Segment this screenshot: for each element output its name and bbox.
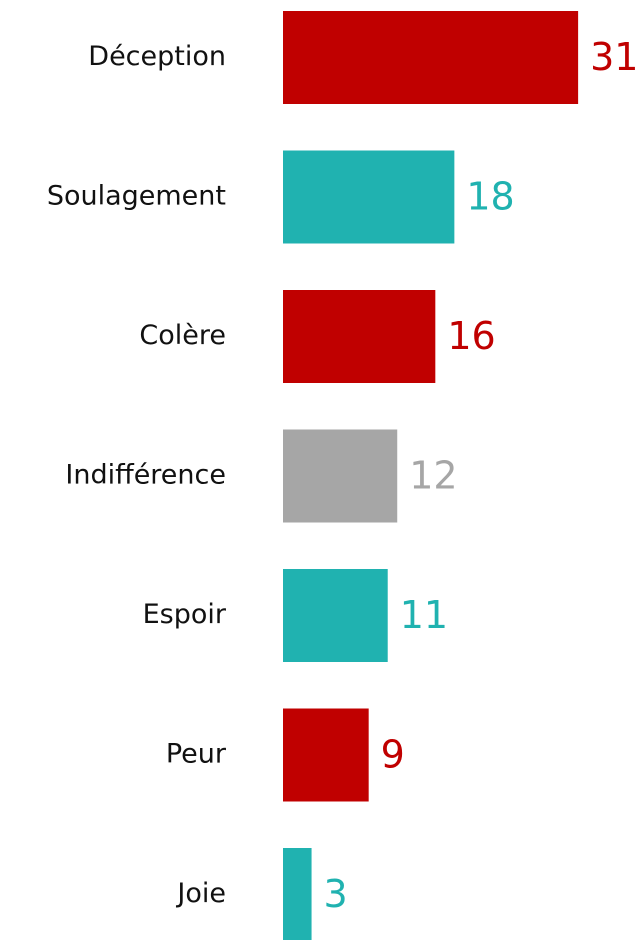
category-label: Déception — [88, 41, 226, 72]
bar — [283, 11, 579, 104]
value-label: 31 — [590, 35, 638, 79]
category-label: Espoir — [143, 599, 227, 630]
category-label: Joie — [175, 878, 226, 909]
bar — [283, 429, 398, 523]
bar — [283, 290, 436, 383]
value-label: 18 — [466, 175, 514, 219]
bar — [283, 848, 312, 940]
value-label: 9 — [381, 733, 405, 777]
category-label: Soulagement — [47, 181, 226, 212]
bar — [283, 569, 388, 662]
bar — [283, 708, 369, 802]
value-label: 16 — [447, 314, 495, 358]
value-label: 11 — [400, 593, 448, 637]
category-label: Colère — [139, 320, 226, 351]
value-label: 12 — [409, 454, 457, 498]
bar — [283, 150, 455, 244]
value-label: 3 — [324, 872, 348, 916]
category-label: Peur — [166, 739, 227, 770]
category-label: Indifférence — [65, 460, 226, 491]
